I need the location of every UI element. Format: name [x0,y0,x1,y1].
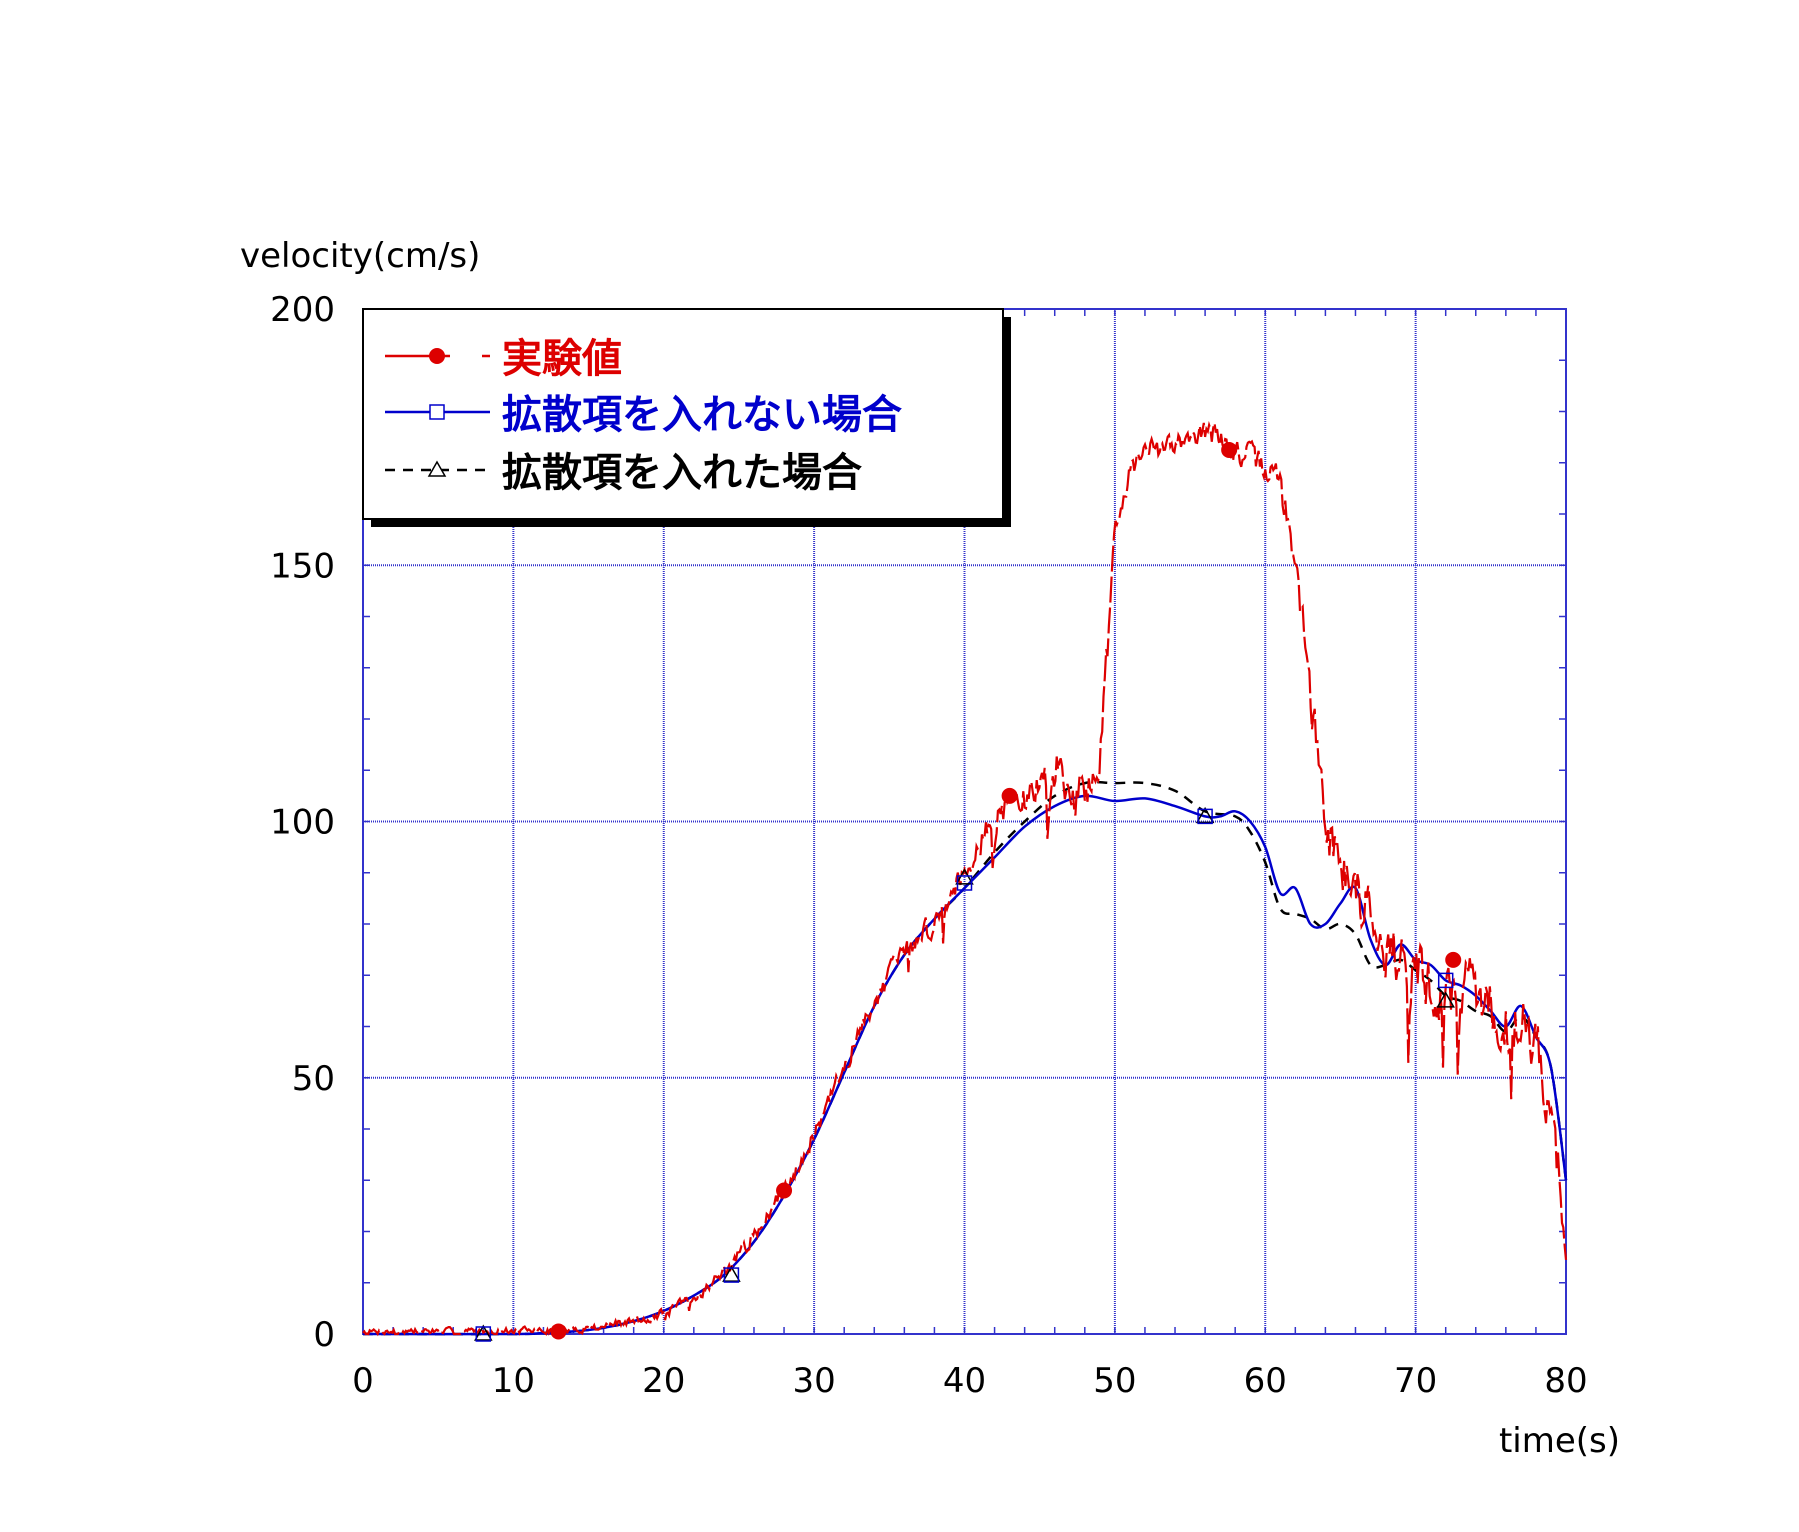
legend-label-no-diffusion: 拡散項を入れない場合 [502,392,902,438]
data-point-marker [475,1326,492,1342]
x-tick-label: 10 [492,1361,535,1401]
x-tick-label: 20 [642,1361,685,1401]
legend: 実験値 拡散項を入れない場合 拡散項を入れた場合 [362,308,1011,527]
legend-marker-filled-circle-icon [429,348,445,364]
series-line-1 [362,794,1568,1336]
legend-entry-with-diffusion: 拡散項を入れた場合 [385,450,862,496]
x-tick-label: 60 [1244,1361,1287,1401]
data-point-marker [723,1267,740,1283]
y-tick-label: 50 [292,1059,335,1099]
x-tick-label: 80 [1544,1361,1587,1401]
y-tick-label: 200 [270,290,335,330]
legend-box [362,308,1004,520]
data-point-marker [1445,951,1462,968]
x-tick-label: 0 [352,1361,374,1401]
y-tick-label: 150 [270,546,335,586]
y-tick-label: 100 [270,803,335,843]
data-point-marker [474,1324,493,1341]
y-axis-title: velocity(cm/s) [240,236,480,276]
x-tick-label: 30 [792,1361,835,1401]
legend-entry-experimental: 実験値 [385,336,622,382]
data-point-marker [550,1323,567,1340]
x-tick-label: 70 [1394,1361,1437,1401]
data-point-marker [1436,991,1455,1008]
x-tick-labels: 0 10 20 30 40 50 60 70 80 [352,1361,1587,1401]
x-axis-title: time(s) [1499,1421,1620,1461]
y-tick-label: 0 [313,1315,335,1355]
marker-layer [474,441,1462,1342]
legend-marker-open-triangle-icon [427,460,447,477]
y-tick-labels: 0 50 100 150 200 [270,290,335,1355]
data-point-marker [1195,806,1215,824]
legend-label-experimental: 実験値 [502,336,622,382]
legend-marker-open-square-icon [429,404,445,420]
legend-label-with-diffusion: 拡散項を入れた場合 [502,450,862,496]
data-point-marker [955,868,974,885]
x-tick-label: 40 [943,1361,986,1401]
data-point-marker [1221,441,1238,458]
data-point-marker [1437,972,1454,989]
x-tick-label: 50 [1093,1361,1136,1401]
legend-entry-no-diffusion: 拡散項を入れない場合 [385,392,902,438]
data-point-marker [1001,787,1018,804]
data-point-marker [722,1265,741,1282]
data-point-marker [776,1182,793,1199]
data-point-marker [956,875,973,891]
data-point-marker [1197,808,1213,825]
